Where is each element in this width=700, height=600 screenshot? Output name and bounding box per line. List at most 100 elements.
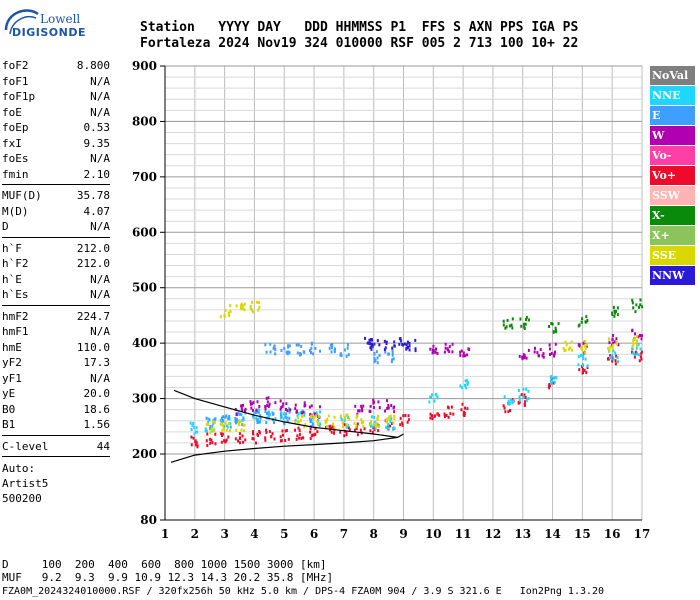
echo-point bbox=[399, 416, 402, 420]
echo-point bbox=[553, 376, 556, 380]
echo-point bbox=[463, 354, 466, 358]
echo-point bbox=[288, 344, 291, 348]
echo-point bbox=[451, 350, 454, 354]
echo-point bbox=[551, 379, 554, 383]
echo-point bbox=[393, 410, 396, 414]
echo-point bbox=[343, 416, 346, 420]
echo-point bbox=[464, 379, 467, 383]
echo-point bbox=[429, 416, 432, 420]
echo-point bbox=[221, 419, 224, 423]
echo-point bbox=[376, 339, 379, 343]
echo-point bbox=[436, 352, 439, 356]
echo-point bbox=[433, 414, 436, 418]
echo-point bbox=[301, 414, 304, 418]
echo-point bbox=[255, 416, 258, 420]
echo-point bbox=[614, 311, 617, 315]
echo-point bbox=[258, 420, 261, 424]
echo-point bbox=[550, 381, 553, 385]
echo-point bbox=[391, 349, 394, 353]
echo-point bbox=[360, 421, 363, 425]
param-row: MUF(D) 35.78 bbox=[2, 188, 110, 204]
echo-point bbox=[309, 413, 312, 417]
echo-point bbox=[533, 346, 536, 350]
echo-point bbox=[390, 360, 393, 364]
echo-point bbox=[212, 420, 215, 424]
echo-point bbox=[636, 334, 639, 338]
echo-point bbox=[552, 330, 555, 334]
echo-point bbox=[511, 399, 514, 403]
echo-point bbox=[243, 308, 246, 312]
echo-point bbox=[240, 413, 243, 417]
echo-point bbox=[257, 308, 260, 312]
echo-point bbox=[635, 303, 638, 307]
echo-point bbox=[225, 438, 228, 442]
echo-point bbox=[204, 427, 207, 431]
echo-point bbox=[466, 407, 469, 411]
param-row: B0 18.6 bbox=[2, 402, 110, 418]
echo-point bbox=[391, 351, 394, 355]
echo-point bbox=[252, 400, 255, 404]
echo-point bbox=[256, 400, 259, 404]
echo-point bbox=[616, 306, 619, 310]
echo-point bbox=[504, 410, 507, 414]
echo-point bbox=[280, 415, 283, 419]
echo-point bbox=[581, 363, 584, 367]
param-row: hmF1 N/A bbox=[2, 324, 110, 340]
echo-point bbox=[272, 412, 275, 416]
echo-point bbox=[236, 412, 239, 416]
echo-point bbox=[285, 402, 288, 406]
echo-point bbox=[252, 430, 255, 434]
echo-point bbox=[401, 421, 404, 425]
echo-point bbox=[460, 386, 463, 390]
echo-point bbox=[632, 342, 635, 346]
echo-point bbox=[195, 426, 198, 430]
echo-point bbox=[287, 406, 290, 410]
echo-point bbox=[249, 400, 252, 404]
echo-point bbox=[282, 417, 285, 421]
param-name: C-level bbox=[2, 439, 49, 453]
echo-point bbox=[548, 343, 551, 347]
echo-point bbox=[640, 305, 643, 309]
echo-point bbox=[241, 418, 244, 422]
echo-point bbox=[347, 353, 350, 357]
echo-point bbox=[366, 341, 369, 345]
echo-point bbox=[527, 348, 530, 352]
echo-point bbox=[311, 423, 314, 427]
echo-point bbox=[550, 352, 553, 356]
echo-point bbox=[241, 434, 244, 438]
echo-point bbox=[325, 425, 328, 429]
echo-point bbox=[214, 420, 217, 424]
echo-point bbox=[549, 352, 552, 356]
echo-point bbox=[327, 414, 330, 418]
echo-point bbox=[256, 418, 259, 422]
echo-point bbox=[223, 313, 226, 317]
param-value: 110.0 bbox=[76, 340, 110, 354]
echo-point bbox=[238, 423, 241, 427]
echo-point bbox=[296, 420, 299, 424]
echo-point bbox=[265, 431, 268, 435]
x-tick-label: 5 bbox=[280, 527, 288, 541]
echo-point bbox=[279, 407, 282, 411]
echo-point bbox=[373, 428, 376, 432]
echo-point bbox=[564, 348, 567, 352]
echo-point bbox=[609, 356, 612, 360]
legend-item: SSE bbox=[650, 246, 695, 265]
echo-point bbox=[584, 346, 587, 350]
echo-point bbox=[220, 416, 223, 420]
echo-point bbox=[319, 422, 322, 426]
echo-point bbox=[370, 347, 373, 351]
echo-point bbox=[229, 304, 232, 308]
echo-point bbox=[287, 437, 290, 441]
echo-point bbox=[258, 431, 261, 435]
echo-point bbox=[607, 357, 610, 361]
echo-point bbox=[212, 429, 215, 433]
echo-point bbox=[281, 429, 284, 433]
echo-point bbox=[265, 421, 268, 425]
echo-point bbox=[404, 413, 407, 417]
echo-point bbox=[303, 425, 306, 429]
echo-point bbox=[268, 430, 271, 434]
echo-point bbox=[347, 415, 350, 419]
echo-point bbox=[211, 429, 214, 433]
echo-point bbox=[221, 432, 224, 436]
echo-point bbox=[224, 308, 227, 312]
